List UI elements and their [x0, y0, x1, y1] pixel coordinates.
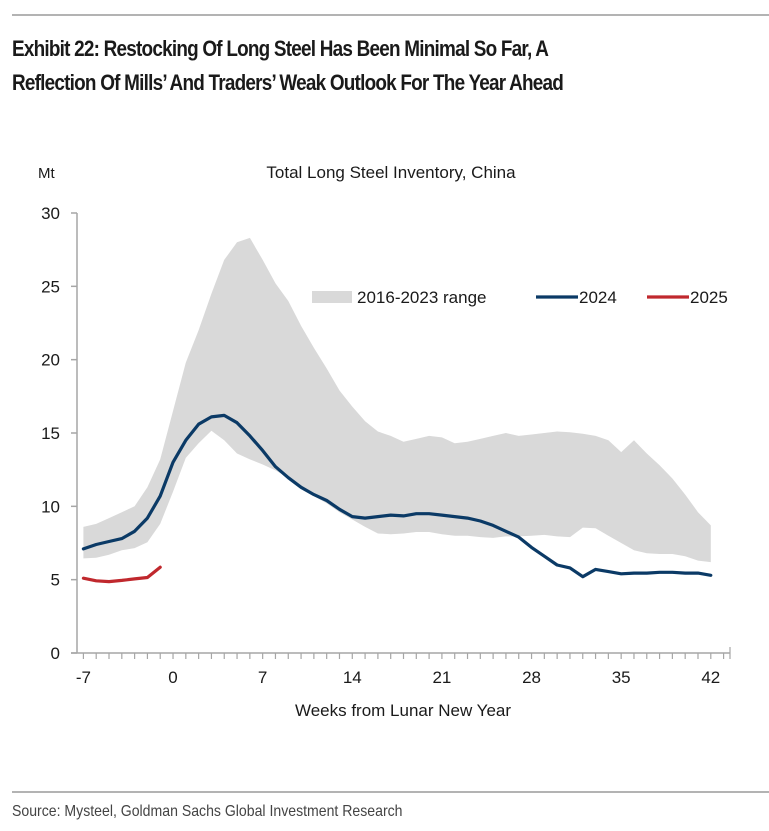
legend: 2016-2023 range 2024 2025: [312, 288, 728, 307]
x-tick-label: 14: [343, 668, 362, 687]
x-tick-label: 42: [701, 668, 720, 687]
range-band-area: [83, 237, 711, 563]
y-tick-label: 25: [41, 277, 60, 296]
y-tick-label: 5: [51, 571, 60, 590]
exhibit-title-line-2: Reflection Of Mills’ And Traders’ Weak O…: [12, 70, 564, 95]
x-tick-label: 7: [258, 668, 267, 687]
x-tick-label: 21: [432, 668, 451, 687]
chart-title: Total Long Steel Inventory, China: [266, 163, 516, 182]
top-rule: [12, 14, 769, 16]
series-line-2025: [81, 565, 162, 584]
series-layer: [81, 413, 713, 584]
x-axis-label: Weeks from Lunar New Year: [295, 701, 511, 720]
series-line-2024: [81, 413, 713, 579]
x-tick-label: -7: [76, 668, 91, 687]
legend-swatch-range: [312, 291, 352, 303]
y-tick-label: 10: [41, 497, 60, 516]
bottom-rule: [12, 791, 769, 793]
x-tick-label: 0: [168, 668, 177, 687]
source-note: Source: Mysteel, Goldman Sachs Global In…: [12, 803, 403, 820]
legend-label-2025: 2025: [690, 288, 728, 307]
exhibit-title: Exhibit 22: Restocking Of Long Steel Has…: [12, 32, 769, 100]
range-band-layer: [83, 237, 711, 563]
x-tick-label: 28: [522, 668, 541, 687]
legend-label-2024: 2024: [579, 288, 617, 307]
y-tick-label: 20: [41, 351, 60, 370]
x-tick-label: 35: [612, 668, 631, 687]
y-tick-label: 15: [41, 424, 60, 443]
y-tick-label: 30: [41, 204, 60, 223]
y-axis-unit-label: Mt: [38, 165, 55, 182]
legend-label-range: 2016-2023 range: [357, 288, 487, 307]
y-tick-label: 0: [51, 644, 60, 663]
exhibit-title-line-1: Exhibit 22: Restocking Of Long Steel Has…: [12, 36, 549, 61]
